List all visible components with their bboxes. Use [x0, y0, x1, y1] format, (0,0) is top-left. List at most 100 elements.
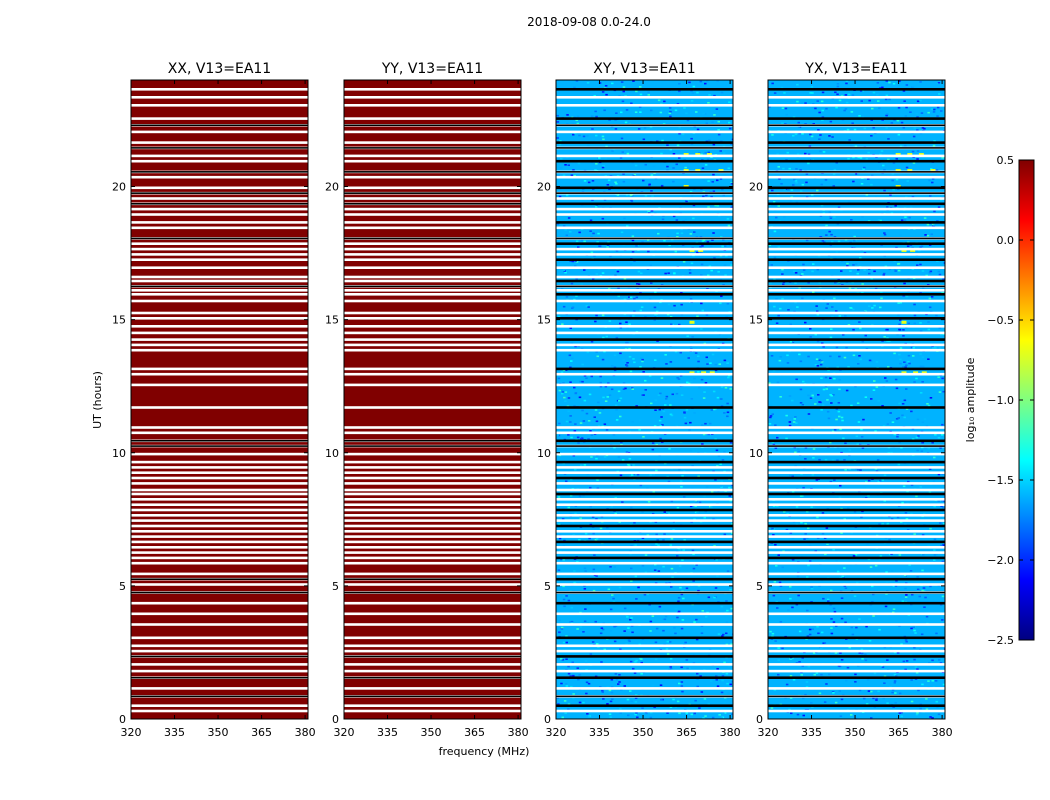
- flagged-row: [768, 583, 945, 586]
- flagged-row: [556, 293, 733, 296]
- flagged-row: [768, 253, 945, 256]
- flagged-row: [556, 253, 733, 256]
- flagged-row: [344, 88, 521, 91]
- x-tick-label: 320: [758, 726, 779, 739]
- flagged-row: [556, 207, 733, 211]
- flagged-row: [768, 556, 945, 560]
- y-tick-label: 20: [325, 181, 339, 194]
- flagged-row: [131, 88, 308, 91]
- flagged-row: [556, 636, 733, 640]
- flagged-row: [131, 141, 308, 144]
- panel-frame: [767, 79, 946, 720]
- flagged-row: [131, 258, 308, 261]
- flagged-row: [556, 130, 733, 134]
- flagged-row: [768, 311, 945, 315]
- flagged-row: [556, 519, 733, 522]
- flagged-row: [556, 663, 733, 666]
- flagged-row: [768, 96, 945, 99]
- flagged-row: [344, 636, 521, 640]
- flagged-row: [556, 488, 733, 492]
- flagged-row: [344, 492, 521, 496]
- flagged-row: [768, 406, 945, 409]
- flagged-row: [768, 141, 945, 144]
- colorbar-tick-label: −2.5: [987, 634, 1014, 647]
- flagged-row: [768, 242, 945, 245]
- flagged-row: [131, 488, 308, 492]
- flagged-row: [131, 535, 308, 538]
- flagged-row: [131, 466, 308, 469]
- figure-title: 2018-09-08 0.0-24.0: [527, 15, 651, 29]
- flagged-row: [344, 514, 521, 517]
- flagged-row: [556, 561, 733, 565]
- flagged-row: [344, 266, 521, 269]
- flagged-row: [344, 154, 521, 158]
- panel-title: XX, V13=EA11: [168, 61, 271, 77]
- flagged-row: [556, 279, 733, 283]
- flagged-row: [131, 117, 308, 120]
- x-tick-label: 380: [508, 726, 529, 739]
- x-tick-label: 365: [888, 726, 909, 739]
- flagged-row: [556, 372, 733, 376]
- flagged-row: [131, 266, 308, 269]
- flagged-row: [556, 299, 733, 303]
- flagged-row: [131, 253, 308, 256]
- y-tick-label: 20: [112, 181, 126, 194]
- flagged-row: [768, 275, 945, 279]
- flagged-row: [344, 331, 521, 335]
- y-tick-label: 15: [325, 314, 339, 327]
- flagged-row: [344, 556, 521, 560]
- flagged-row: [768, 572, 945, 576]
- flagged-row: [131, 514, 308, 517]
- flagged-row: [556, 482, 733, 485]
- x-tick-label: 335: [589, 726, 610, 739]
- flagged-row: [556, 258, 733, 261]
- flagged-row: [556, 546, 733, 549]
- flagged-row: [556, 317, 733, 320]
- flagged-row: [768, 644, 945, 648]
- flagged-row: [344, 649, 521, 653]
- flagged-row: [556, 431, 733, 435]
- flagged-row: [556, 524, 733, 528]
- x-tick-label: 350: [208, 726, 229, 739]
- flagged-row: [768, 508, 945, 512]
- flagged-row: [556, 159, 733, 163]
- flagged-row: [131, 197, 308, 200]
- flagged-row: [768, 293, 945, 296]
- flagged-row: [768, 524, 945, 528]
- flagged-row: [131, 247, 308, 251]
- flagged-row: [768, 331, 945, 335]
- flagged-row: [131, 426, 308, 429]
- flagged-row: [556, 348, 733, 352]
- flagged-row: [131, 343, 308, 347]
- flagged-row: [131, 649, 308, 653]
- flagged-row: [131, 372, 308, 376]
- flagged-row: [768, 488, 945, 492]
- flagged-row: [131, 546, 308, 549]
- flagged-row: [556, 213, 733, 216]
- flagged-row: [556, 551, 733, 554]
- flagged-row: [131, 687, 308, 690]
- flagged-row: [131, 492, 308, 496]
- flagged-row: [556, 96, 733, 99]
- flagged-row: [556, 406, 733, 409]
- flagged-row: [768, 247, 945, 251]
- flagged-row: [131, 311, 308, 315]
- flagged-row: [556, 601, 733, 605]
- flagged-row: [768, 561, 945, 565]
- flagged-row: [131, 226, 308, 230]
- colorbar-tick-label: 0.5: [997, 154, 1015, 167]
- flagged-row: [768, 104, 945, 107]
- flagged-row: [344, 325, 521, 328]
- flagged-row: [344, 197, 521, 200]
- flagged-row: [131, 561, 308, 565]
- x-tick-label: 380: [932, 726, 953, 739]
- flagged-row: [768, 175, 945, 179]
- flagged-row: [556, 471, 733, 474]
- flagged-row: [131, 498, 308, 501]
- flagged-row: [344, 96, 521, 99]
- panel-title: YX, V13=EA11: [804, 61, 907, 77]
- flagged-row: [768, 498, 945, 501]
- flagged-row: [344, 258, 521, 261]
- flagged-row: [131, 612, 308, 616]
